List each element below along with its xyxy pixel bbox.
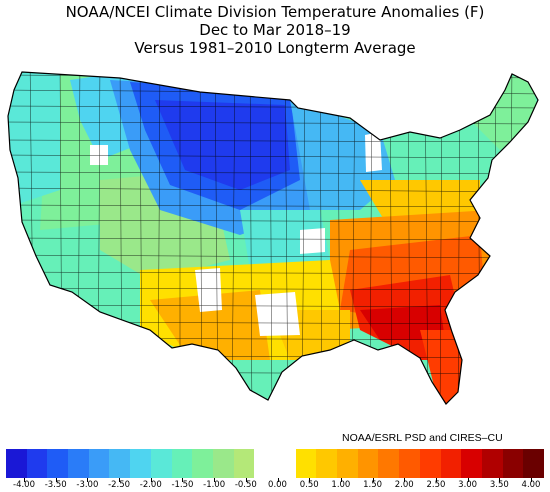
us-temperature-anomaly-map xyxy=(7,71,539,405)
scale-tick xyxy=(182,478,184,482)
scale-swatch xyxy=(502,449,524,478)
scale-swatch xyxy=(26,449,48,478)
scale-tick xyxy=(87,478,89,482)
scale-tick xyxy=(55,478,57,482)
scale-tick xyxy=(245,478,247,482)
scale-tick-label: -3.50 xyxy=(44,480,67,490)
central-plains-region xyxy=(240,210,330,270)
anomaly-fill-layer xyxy=(8,72,538,404)
scale-swatch xyxy=(523,449,545,478)
scale-tick xyxy=(309,478,311,482)
scale-tick xyxy=(372,478,374,482)
florida-region xyxy=(420,330,465,404)
scale-swatch xyxy=(150,449,173,478)
neutral-region-new-mexico xyxy=(195,268,222,312)
scale-tick-label: 3.00 xyxy=(458,480,478,490)
scale-swatch xyxy=(68,449,90,478)
neutral-region-oklahoma-texas xyxy=(255,292,300,336)
scale-tick xyxy=(467,478,469,482)
scale-tick-label: -3.00 xyxy=(76,480,99,490)
scale-tick-label: 0.50 xyxy=(299,480,319,490)
scale-swatch xyxy=(399,449,421,478)
scale-swatch xyxy=(419,449,442,478)
scale-swatch xyxy=(337,449,359,478)
scale-tick xyxy=(499,478,501,482)
scale-swatch xyxy=(130,449,152,478)
scale-swatch xyxy=(6,449,28,478)
scale-tick xyxy=(531,478,532,482)
scale-swatch xyxy=(481,449,504,478)
scale-tick xyxy=(277,478,279,482)
credit-label: NOAA/ESRL PSD and CIRES–CU xyxy=(342,432,503,444)
map-title-line-3: Versus 1981–2010 Longterm Average xyxy=(134,39,416,57)
scale-swatch xyxy=(461,449,483,478)
scale-tick xyxy=(404,478,406,482)
scale-tick-label: -1.50 xyxy=(171,480,194,490)
scale-swatch xyxy=(357,449,379,478)
scale-tick-label: -4.00 xyxy=(13,480,35,490)
color-scale-bar xyxy=(6,449,545,478)
scale-swatch xyxy=(88,449,110,478)
scale-swatch xyxy=(47,449,69,478)
neutral-region-missouri xyxy=(300,228,325,254)
map-title-line-1: NOAA/NCEI Climate Division Temperature A… xyxy=(65,3,485,21)
scale-tick xyxy=(340,478,342,482)
scale-swatch xyxy=(171,449,193,478)
scale-swatch xyxy=(254,449,276,478)
scale-swatch xyxy=(109,449,131,478)
map-title-line-2: Dec to Mar 2018–19 xyxy=(199,21,351,39)
scale-tick xyxy=(119,478,121,482)
scale-tick-label: -0.50 xyxy=(234,480,257,490)
scale-swatch xyxy=(440,449,462,478)
scale-tick-label: -2.00 xyxy=(139,480,162,490)
neutral-region-michigan xyxy=(365,132,382,172)
scale-tick-label: 0.00 xyxy=(268,480,287,490)
scale-tick-label: 1.50 xyxy=(363,480,383,490)
scale-tick xyxy=(435,478,437,482)
scale-swatch xyxy=(378,449,400,478)
scale-tick xyxy=(150,478,152,482)
scale-tick xyxy=(214,478,216,482)
scale-tick-label: -1.00 xyxy=(203,480,226,490)
scale-tick-label: 2.50 xyxy=(426,480,446,490)
climate-division-lines xyxy=(8,72,538,404)
scale-tick-label: 2.00 xyxy=(394,480,414,490)
scale-tick xyxy=(24,478,25,482)
scale-tick-label: 4.00 xyxy=(521,480,541,490)
scale-swatch xyxy=(233,449,255,478)
scale-tick-label: 3.50 xyxy=(489,480,509,490)
scale-swatch xyxy=(316,449,338,478)
scale-swatch xyxy=(212,449,235,478)
scale-swatch xyxy=(295,449,317,478)
scale-tick-label: -2.50 xyxy=(108,480,131,490)
scale-swatch xyxy=(275,449,297,478)
scale-swatch xyxy=(192,449,214,478)
neutral-region-idaho xyxy=(90,145,108,165)
scale-tick-label: 1.00 xyxy=(331,480,351,490)
